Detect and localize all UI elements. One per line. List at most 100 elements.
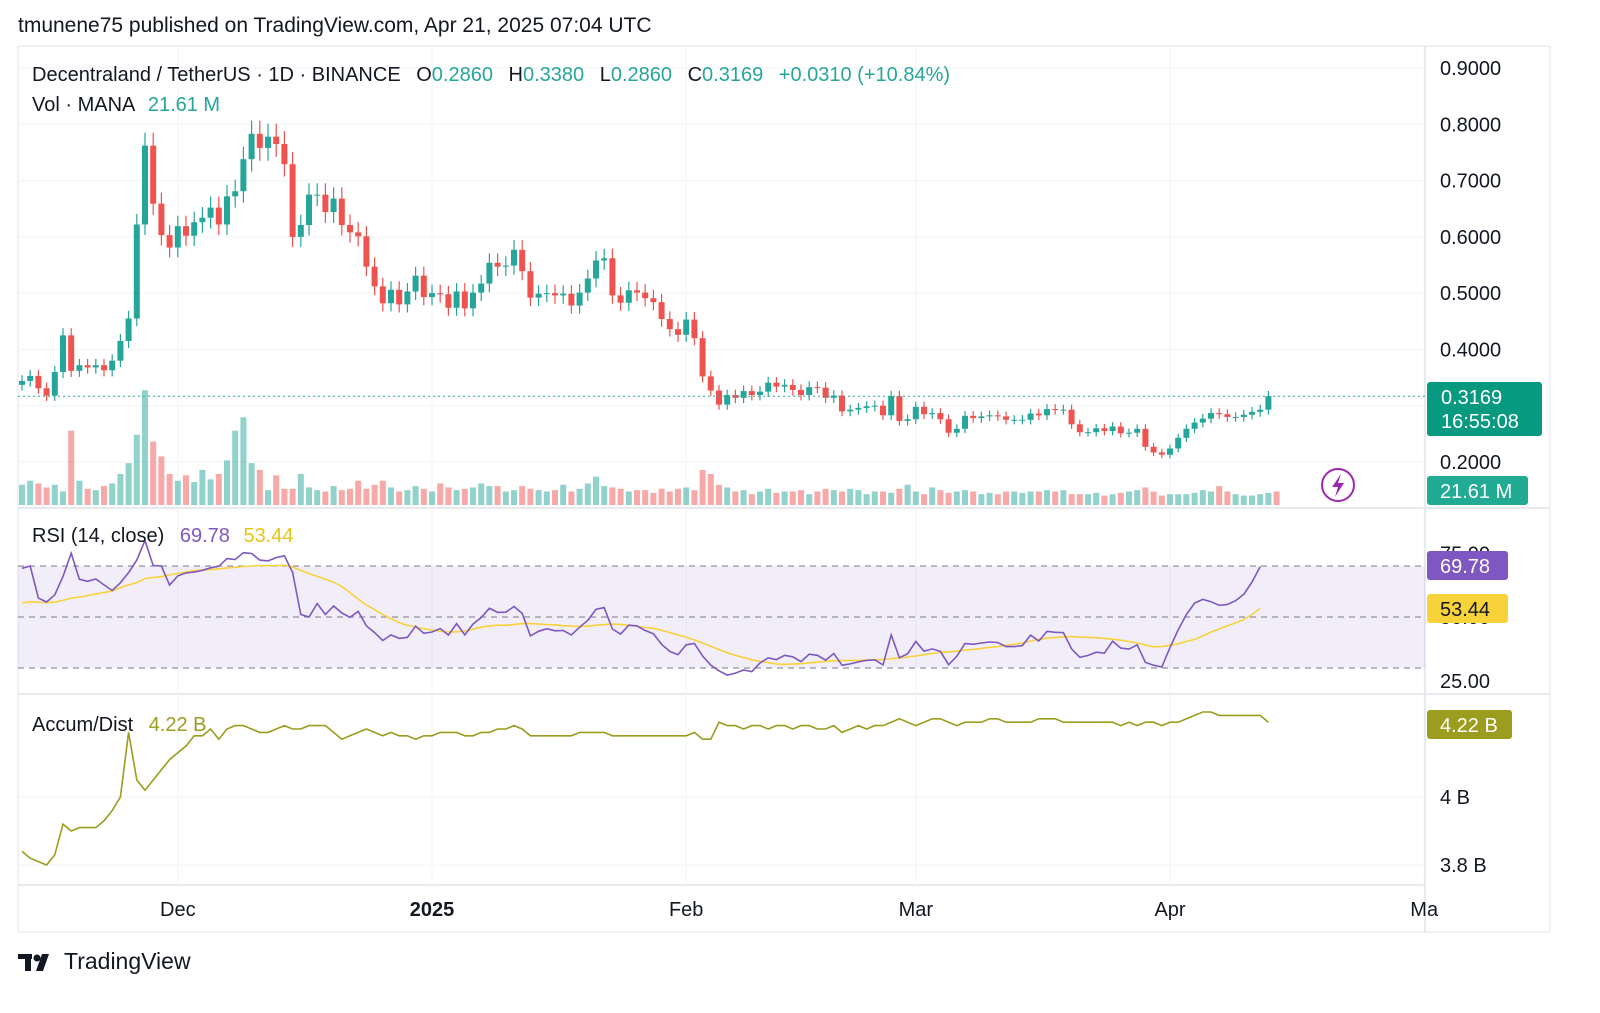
- volume-bar: [248, 463, 255, 505]
- volume-bar: [207, 479, 214, 505]
- candle-body: [101, 365, 107, 371]
- volume-bar: [839, 491, 845, 505]
- candle-body: [199, 217, 206, 223]
- ad-tick-label: 3.8 B: [1440, 855, 1487, 877]
- volume-bar: [880, 491, 886, 505]
- candle-body: [830, 395, 837, 398]
- volume-bar: [297, 473, 304, 505]
- candlestick-series[interactable]: [19, 120, 1272, 459]
- candle-body: [994, 415, 1001, 417]
- volume-bar: [1158, 495, 1165, 505]
- volume-bar: [125, 463, 132, 505]
- candle-body: [502, 265, 509, 267]
- lightning-icon[interactable]: [1321, 468, 1355, 502]
- candle-body: [814, 387, 821, 389]
- candle-body: [92, 365, 99, 368]
- candle-body: [330, 198, 337, 213]
- candle-body: [953, 428, 960, 433]
- time-tick-label: Mar: [899, 899, 934, 921]
- candle-body: [1085, 432, 1091, 434]
- volume-bar: [174, 480, 181, 505]
- candle-body: [871, 405, 878, 407]
- volume-bar: [1126, 491, 1132, 505]
- candle-body: [265, 136, 271, 148]
- candle-body: [1240, 414, 1247, 417]
- volume-bar: [1224, 491, 1231, 505]
- volume-bar: [437, 483, 444, 505]
- volume-bar: [412, 486, 419, 505]
- tradingview-brand[interactable]: TradingView: [18, 948, 191, 975]
- volume-bar: [945, 492, 952, 505]
- candle-body: [568, 293, 575, 306]
- volume-bar: [814, 491, 821, 505]
- candle-body: [1126, 432, 1132, 434]
- candle-body: [338, 198, 345, 226]
- candle-body: [207, 207, 214, 218]
- price-tick-label: 0.9000: [1440, 58, 1501, 80]
- candle-body: [748, 391, 755, 396]
- volume-bar: [199, 469, 206, 505]
- candle-body: [420, 275, 427, 298]
- candle-body: [1183, 428, 1190, 438]
- volume-bar: [593, 476, 599, 505]
- candle-body: [1011, 419, 1018, 421]
- volume-bar: [1027, 491, 1034, 505]
- candle-body: [1101, 428, 1108, 432]
- volume-bar: [765, 488, 772, 505]
- volume-bar: [1208, 491, 1214, 505]
- candle-body: [1060, 409, 1067, 411]
- candle-body: [511, 249, 517, 266]
- candle-body: [1076, 424, 1083, 433]
- volume-bar: [1167, 494, 1173, 505]
- volume-bar: [527, 488, 534, 505]
- volume-bar: [683, 487, 690, 505]
- candle-body: [1142, 428, 1149, 447]
- volume-bar: [1142, 487, 1149, 505]
- volume-bar: [1060, 490, 1067, 505]
- candle-body: [191, 222, 198, 236]
- candle-body: [683, 319, 690, 335]
- time-tick-label: Apr: [1154, 899, 1185, 921]
- candle-body: [117, 340, 124, 361]
- volume-bar: [150, 441, 157, 505]
- volume-bar: [609, 487, 616, 505]
- volume-bar: [273, 475, 280, 505]
- time-tick-label: Dec: [160, 899, 196, 921]
- candle-body: [404, 291, 411, 305]
- volume-bar: [978, 494, 985, 505]
- candle-body: [962, 415, 968, 429]
- candle-body: [576, 292, 583, 306]
- legend-symbol: Decentraland / TetherUS · 1D · BINANCE O…: [32, 64, 950, 86]
- volume-bar: [445, 487, 452, 505]
- volume-bar: [265, 490, 271, 505]
- candle-body: [1044, 409, 1050, 416]
- volume-bar: [732, 491, 739, 505]
- volume-bar: [215, 473, 222, 505]
- candle-body: [51, 371, 58, 396]
- volume-bar: [1076, 494, 1083, 505]
- candle-body: [740, 391, 747, 398]
- volume-bar: [1109, 494, 1116, 505]
- candle-body: [560, 293, 567, 296]
- candle-body: [716, 390, 722, 405]
- candle-body: [798, 389, 804, 396]
- volume-bar: [896, 488, 903, 505]
- volume-bar: [642, 490, 649, 505]
- volume-bar: [1044, 490, 1050, 505]
- price-badge: 0.3169 16:55:08: [1427, 382, 1542, 436]
- time-tick-label: 2025: [410, 899, 455, 921]
- volume-bar: [453, 490, 460, 505]
- volume-bar: [1085, 494, 1091, 505]
- candle-body: [240, 159, 247, 192]
- candle-body: [601, 258, 608, 261]
- volume-bar: [560, 484, 567, 505]
- candle-body: [1158, 452, 1165, 455]
- volume-bar: [1134, 490, 1141, 505]
- candle-body: [363, 236, 370, 267]
- candle-body: [593, 260, 599, 279]
- volume-bar: [830, 490, 837, 505]
- accum-dist-line: [21, 711, 1269, 866]
- volume-bar: [51, 484, 58, 505]
- candle-body: [224, 196, 230, 225]
